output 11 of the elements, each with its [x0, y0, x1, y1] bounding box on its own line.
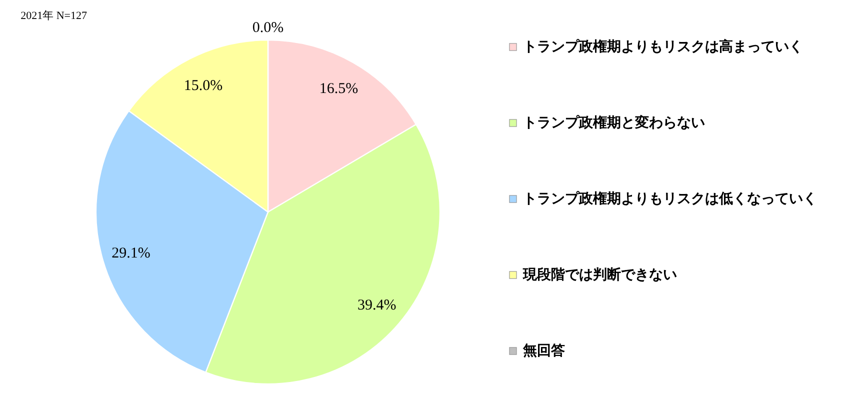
legend-label: トランプ政権期と変わらない — [523, 114, 705, 131]
data-label: 29.1% — [112, 245, 150, 262]
text: 0.0% — [252, 20, 284, 36]
data-label: 15.0% — [184, 78, 223, 94]
chart-title: 2021年 N=127 — [20, 10, 88, 22]
legend-label: 現段階では判断できない — [522, 267, 677, 283]
legend-label: トランプ政権期よりもリスクは高まっていく — [523, 38, 803, 55]
legend-label: トランプ政権期よりもリスクは低くなっていく — [523, 190, 817, 207]
legend-label: 無回答 — [522, 343, 565, 359]
data-label: 39.4% — [357, 297, 396, 314]
data-label: 16.5% — [319, 80, 358, 97]
